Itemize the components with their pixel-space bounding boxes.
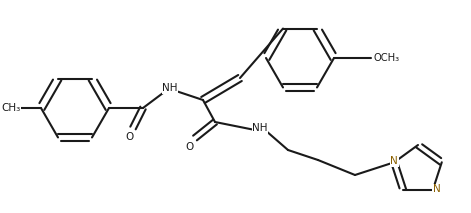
Text: O: O	[186, 142, 194, 152]
Text: N: N	[390, 156, 398, 166]
Text: NH: NH	[252, 123, 268, 133]
Text: CH₃: CH₃	[1, 103, 21, 113]
Text: OCH₃: OCH₃	[374, 53, 400, 63]
Text: N: N	[433, 184, 440, 194]
Text: NH: NH	[162, 83, 178, 93]
Text: O: O	[125, 132, 133, 142]
